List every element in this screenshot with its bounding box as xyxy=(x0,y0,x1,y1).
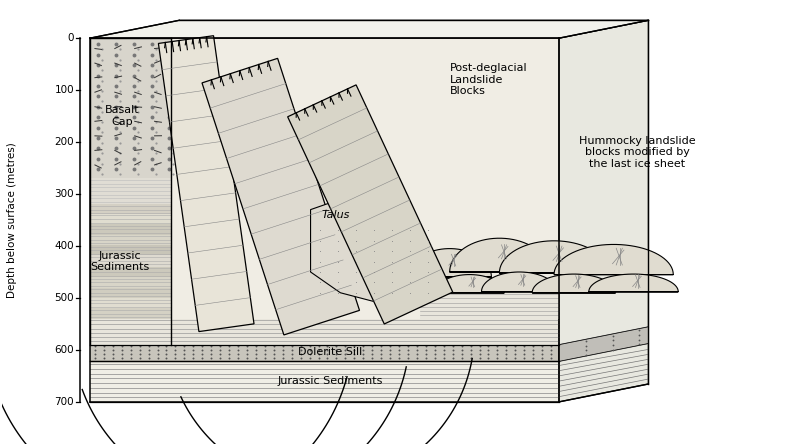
Polygon shape xyxy=(90,255,171,267)
Text: 200: 200 xyxy=(54,137,74,147)
Polygon shape xyxy=(450,238,549,272)
Text: Talus: Talus xyxy=(322,210,350,220)
Text: 600: 600 xyxy=(54,345,74,355)
Polygon shape xyxy=(90,308,171,319)
Polygon shape xyxy=(288,85,453,324)
Polygon shape xyxy=(559,20,649,402)
Polygon shape xyxy=(559,327,649,361)
Polygon shape xyxy=(90,319,559,345)
Polygon shape xyxy=(554,244,674,275)
Polygon shape xyxy=(90,298,171,308)
Polygon shape xyxy=(90,245,171,255)
Polygon shape xyxy=(158,36,254,332)
Polygon shape xyxy=(434,275,504,293)
Polygon shape xyxy=(408,249,491,277)
Text: Jurassic Sediments: Jurassic Sediments xyxy=(278,376,383,386)
Polygon shape xyxy=(202,58,359,335)
Text: Jurassic
Sediments: Jurassic Sediments xyxy=(90,251,150,272)
Polygon shape xyxy=(90,214,171,224)
Text: 100: 100 xyxy=(54,85,74,95)
Polygon shape xyxy=(90,38,559,402)
Text: 400: 400 xyxy=(54,241,74,251)
Text: Basalt
Cap: Basalt Cap xyxy=(105,105,139,127)
Polygon shape xyxy=(532,274,616,293)
Polygon shape xyxy=(420,287,559,319)
Text: 700: 700 xyxy=(54,397,74,407)
Text: Dolerite Sill: Dolerite Sill xyxy=(298,347,362,357)
Polygon shape xyxy=(90,224,171,235)
Polygon shape xyxy=(499,241,609,273)
Polygon shape xyxy=(310,199,434,303)
Polygon shape xyxy=(589,274,678,292)
Text: 500: 500 xyxy=(54,293,74,303)
Text: 0: 0 xyxy=(67,33,74,43)
Text: Hummocky landslide
blocks modified by
the last ice sheet: Hummocky landslide blocks modified by th… xyxy=(579,136,695,169)
Polygon shape xyxy=(90,178,171,204)
Polygon shape xyxy=(90,277,171,287)
Text: 300: 300 xyxy=(54,189,74,199)
Text: Post-deglacial
Landslide
Blocks: Post-deglacial Landslide Blocks xyxy=(450,63,527,96)
Polygon shape xyxy=(90,267,171,277)
Polygon shape xyxy=(90,235,171,245)
Polygon shape xyxy=(90,345,559,361)
Polygon shape xyxy=(90,287,171,298)
Polygon shape xyxy=(90,38,171,178)
Polygon shape xyxy=(90,361,559,402)
Polygon shape xyxy=(90,204,171,214)
Polygon shape xyxy=(420,293,559,319)
Polygon shape xyxy=(90,20,649,38)
Text: Depth below surface (metres): Depth below surface (metres) xyxy=(7,142,18,298)
Polygon shape xyxy=(482,272,557,292)
